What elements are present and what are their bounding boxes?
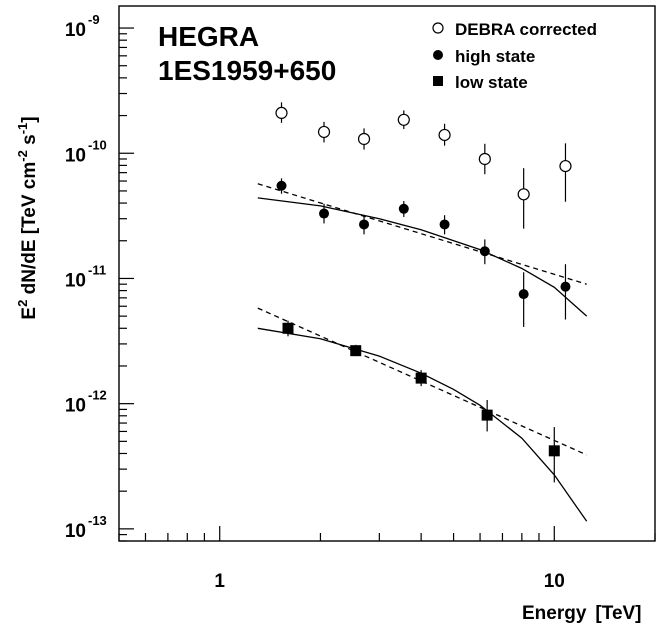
- data-point-open-circle: [357, 132, 371, 146]
- data-point-open-circle: [478, 152, 491, 166]
- y-tick-exponent: -12: [88, 388, 107, 403]
- data-point-filled-circle: [439, 219, 450, 230]
- fit-curves: [257, 183, 588, 522]
- legend-label-low: low state: [455, 73, 528, 92]
- plot-frame: [118, 5, 656, 542]
- legend-marker-high: [433, 50, 443, 60]
- y-tick-label: 10: [65, 521, 86, 542]
- y-tick-exponent: -11: [88, 262, 106, 277]
- data-point-open-circle: [517, 188, 530, 201]
- data-point-open-circle: [559, 159, 572, 173]
- data-point-filled-circle: [276, 180, 287, 191]
- y-tick-label: 10: [65, 145, 86, 166]
- data-point-filled-square: [282, 322, 294, 334]
- data-point-filled-circle: [398, 203, 409, 214]
- x-tick-label: 1: [214, 571, 225, 592]
- legend: DEBRA corrected high state low state: [432, 20, 597, 92]
- fit-curve-solid: [257, 197, 588, 317]
- plot-subtitle: 1ES1959+650: [158, 55, 336, 86]
- y-tick-label: 10: [65, 20, 86, 41]
- plot-title: HEGRA: [158, 21, 259, 52]
- y-tick-exponent: -10: [88, 137, 107, 152]
- legend-label-high: high state: [455, 47, 535, 66]
- data-point-filled-circle: [518, 289, 529, 300]
- fit-curve-dashed: [257, 183, 587, 285]
- legend-marker-low: [433, 76, 443, 86]
- x-axis-title: Energy [TeV]: [522, 603, 642, 624]
- data-point-filled-circle: [560, 281, 571, 292]
- fit-curve-solid: [257, 327, 588, 522]
- y-tick-exponent: -9: [88, 12, 100, 27]
- data-point-filled-circle: [479, 246, 490, 257]
- data-point-open-circle: [397, 113, 410, 126]
- data-point-filled-circle: [319, 208, 330, 219]
- x-tick-label: 10: [544, 571, 565, 592]
- data-point-filled-circle: [359, 219, 370, 230]
- legend-marker-debra: [432, 22, 444, 34]
- y-tick-label: 10: [65, 270, 86, 291]
- y-tick-label: 10: [65, 396, 86, 417]
- y-tick-exponent: -13: [88, 513, 107, 528]
- y-axis-title: E2 dN/dE [TeV cm-2 s-1]: [15, 116, 40, 319]
- data-points: [275, 102, 572, 483]
- data-point-filled-square: [350, 345, 362, 357]
- legend-label-debra: DEBRA corrected: [455, 20, 597, 39]
- data-point-filled-square: [548, 445, 560, 457]
- data-point-open-circle: [438, 128, 451, 142]
- data-point-open-circle: [317, 125, 331, 139]
- data-point-filled-square: [415, 372, 427, 384]
- data-point-open-circle: [275, 106, 288, 120]
- data-point-filled-square: [481, 409, 493, 421]
